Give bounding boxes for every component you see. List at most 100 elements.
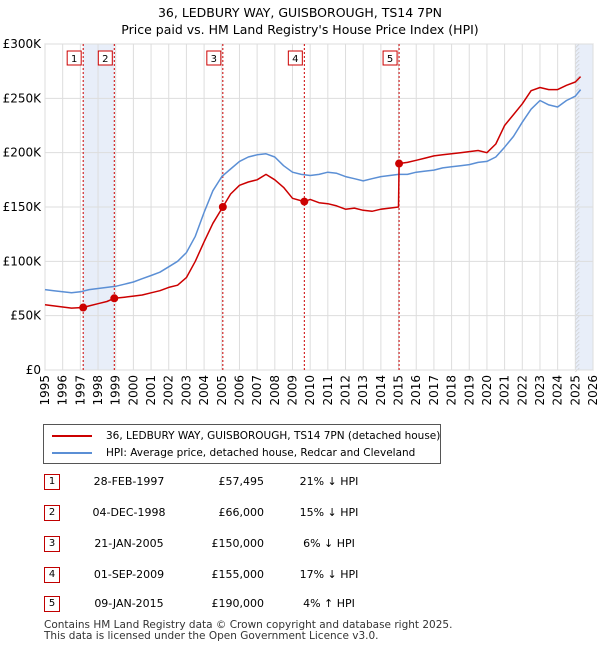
future-hatch [575, 363, 580, 369]
future-hatch [575, 343, 580, 349]
y-tick-label: £50K [10, 309, 42, 323]
marker-label-1: 1 [71, 54, 77, 65]
x-tick-label: 1996 [56, 375, 70, 406]
future-hatch [575, 83, 580, 89]
future-hatch [575, 87, 580, 93]
future-hatch [575, 135, 580, 141]
future-hatch [575, 251, 580, 257]
transaction-hpi: 15% ↓ HPI [299, 506, 359, 519]
future-hatch [575, 243, 580, 249]
x-tick-label: 2007 [250, 375, 264, 406]
transaction-date: 04-DEC-1998 [92, 506, 166, 519]
future-hatch [575, 111, 580, 117]
transaction-number: 1 [44, 474, 60, 490]
future-hatch [575, 331, 580, 337]
footer-line-1: Contains HM Land Registry data © Crown c… [44, 619, 453, 631]
future-hatch [575, 123, 580, 129]
x-tick-label: 2006 [232, 375, 246, 406]
x-tick-label: 2003 [179, 375, 193, 406]
marker-box-3 [206, 50, 222, 66]
x-tick-label: 2024 [551, 375, 565, 406]
future-hatch [575, 71, 580, 77]
x-tick-label: 1995 [38, 375, 52, 406]
future-hatch [575, 299, 580, 305]
y-tick-label: £0 [26, 363, 41, 377]
future-hatch [575, 327, 580, 333]
title-line-2: Price paid vs. HM Land Registry's House … [121, 22, 479, 37]
transaction-number: 2 [44, 505, 60, 521]
future-hatch [575, 271, 580, 277]
future-hatch [575, 119, 580, 125]
future-hatch [575, 75, 580, 81]
marker-label-5: 5 [387, 54, 393, 65]
future-hatch [575, 291, 580, 297]
x-tick-label: 2017 [427, 375, 441, 406]
future-hatch [575, 183, 580, 189]
marker-label-3: 3 [211, 54, 217, 65]
future-hatch [575, 139, 580, 145]
x-tick-label: 2008 [268, 375, 282, 406]
future-hatch [575, 235, 580, 241]
x-tick-label: 2004 [197, 375, 211, 406]
x-tick-label: 2026 [586, 375, 600, 406]
future-hatch [575, 131, 580, 137]
legend-label-hpi: HPI: Average price, detached house, Redc… [106, 447, 416, 459]
transaction-hpi: 6% ↓ HPI [303, 537, 355, 550]
y-tick-label: £200K [3, 146, 43, 160]
footer-line-2: This data is licensed under the Open Gov… [44, 630, 379, 642]
future-hatch [575, 319, 580, 325]
footer: Contains HM Land Registry data © Crown c… [44, 620, 452, 642]
future-hatch [575, 359, 580, 365]
x-tick-label: 2013 [356, 375, 370, 406]
future-hatch [575, 259, 580, 265]
transaction-price: £150,000 [211, 537, 265, 550]
hpi-line [44, 89, 582, 294]
transaction-number: 5 [44, 596, 60, 612]
y-tick-label: £250K [3, 91, 43, 105]
y-tick-label: £300K [3, 37, 43, 51]
future-hatch [575, 287, 580, 293]
transaction-hpi: 4% ↑ HPI [303, 597, 355, 610]
future-hatch [575, 167, 580, 173]
future-hatch [575, 199, 580, 205]
x-tick-label: 2002 [162, 375, 176, 406]
future-hatch [575, 103, 580, 109]
sale-point-2 [110, 294, 119, 303]
future-hatch [575, 279, 580, 285]
future-hatch [575, 187, 580, 193]
x-tick-label: 2015 [392, 375, 406, 406]
x-tick-label: 2023 [533, 375, 547, 406]
transaction-date: 01-SEP-2009 [93, 568, 165, 581]
marker-box-1 [66, 50, 82, 66]
transaction-hpi: 21% ↓ HPI [299, 475, 359, 488]
transaction-date: 28-FEB-1997 [93, 475, 165, 488]
y-tick-label: £150K [3, 200, 43, 214]
future-hatch [575, 163, 580, 169]
future-hatch [575, 63, 580, 69]
transaction-date: 09-JAN-2015 [94, 597, 164, 610]
transaction-date: 21-JAN-2005 [94, 537, 164, 550]
marker-box-4 [287, 50, 303, 66]
future-hatch [575, 207, 580, 213]
x-tick-label: 2012 [339, 375, 353, 406]
future-hatch [575, 143, 580, 149]
x-tick-label: 2005 [215, 375, 229, 406]
future-hatch [575, 223, 580, 229]
future-hatch [575, 227, 580, 233]
future-hatch [575, 179, 580, 185]
sale-point-1 [79, 303, 88, 312]
marker-box-5 [382, 50, 398, 66]
future-hatch [575, 147, 580, 153]
future-hatch [575, 115, 580, 121]
future-hatch [575, 339, 580, 345]
future-hatch [575, 307, 580, 313]
future-hatch [575, 47, 580, 53]
legend-item-hpi: HPI: Average price, detached house, Redc… [52, 445, 415, 461]
future-hatch [575, 247, 580, 253]
transaction-number: 4 [44, 567, 60, 583]
legend-swatch-hpi [52, 452, 92, 454]
x-tick-label: 2009 [285, 375, 299, 406]
future-hatch [575, 303, 580, 309]
x-tick-label: 2001 [144, 375, 158, 406]
